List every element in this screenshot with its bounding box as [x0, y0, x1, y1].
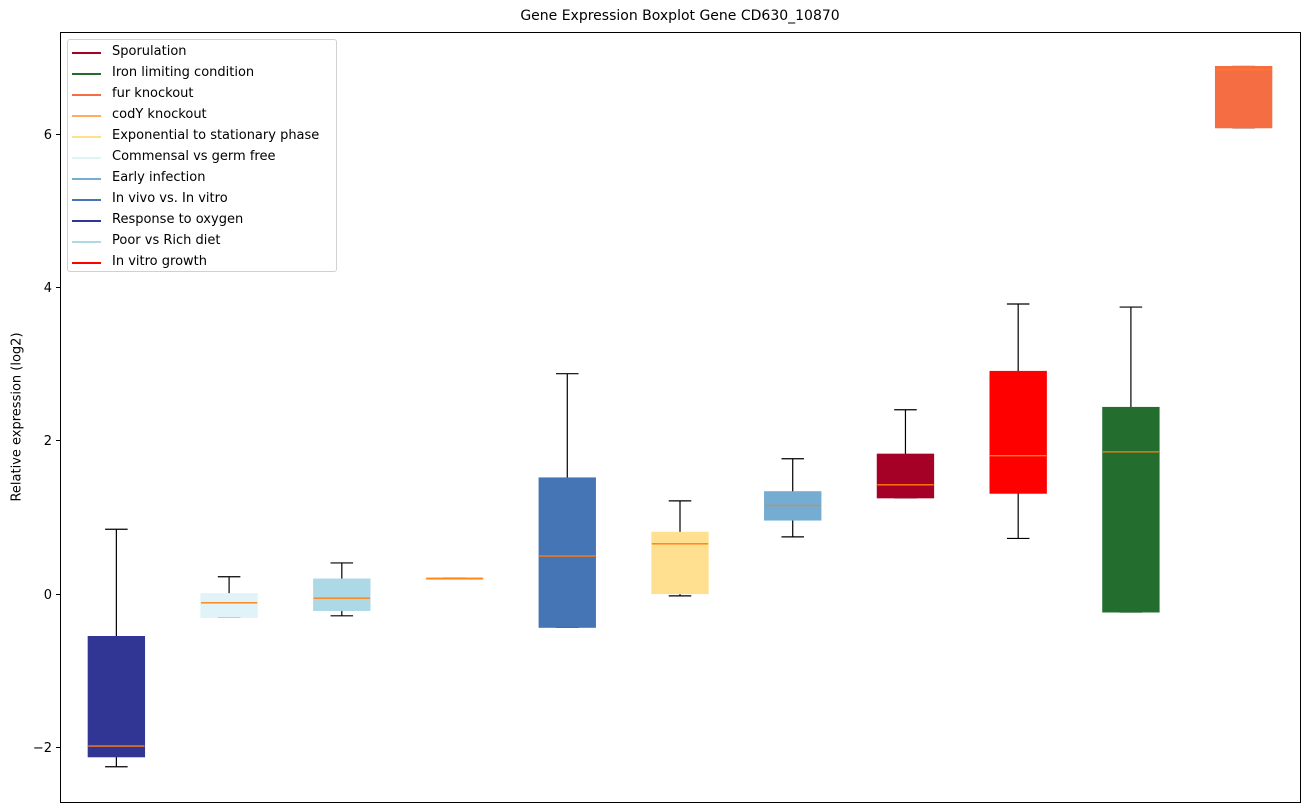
legend-item: In vivo vs. In vitro — [68, 189, 336, 210]
legend-line-icon — [72, 241, 101, 243]
legend-line-icon — [72, 73, 101, 75]
legend-item: codY knockout — [68, 105, 336, 126]
legend-line-icon — [72, 220, 101, 222]
box-exponential-to-stationary-phase — [651, 500, 709, 597]
legend-item: In vitro growth — [68, 252, 336, 273]
box-in-vitro-growth — [989, 303, 1047, 540]
y-tick-label: 2 — [44, 434, 52, 449]
legend-label: In vitro growth — [112, 254, 207, 269]
legend-label: Commensal vs germ free — [112, 149, 276, 164]
legend-item: Poor vs Rich diet — [68, 231, 336, 252]
legend-line-icon — [72, 94, 101, 96]
legend-line-icon — [72, 178, 101, 180]
legend-line-icon — [72, 136, 101, 138]
box-sporulation — [876, 409, 935, 499]
box-body — [313, 578, 371, 611]
legend-label: Iron limiting condition — [112, 65, 255, 80]
legend: Sporulation Iron limiting condition fur kn… — [67, 39, 337, 272]
legend-item: Exponential to stationary phase — [68, 126, 336, 147]
boxes-group — [87, 65, 1273, 768]
legend-line-icon — [72, 199, 101, 201]
box-early-infection — [764, 458, 822, 538]
legend-item: Commensal vs germ free — [68, 147, 336, 168]
box-body — [1214, 65, 1273, 129]
legend-label: codY knockout — [112, 107, 207, 122]
axes-frame — [60, 32, 1301, 803]
box-fur-knockout — [1214, 65, 1273, 129]
legend-label: fur knockout — [112, 86, 194, 101]
box-body — [538, 477, 596, 628]
legend-label: Response to oxygen — [112, 212, 244, 227]
y-tick-label: 6 — [44, 128, 52, 143]
legend-item: Sporulation — [68, 42, 336, 63]
box-body — [876, 453, 935, 499]
y-tick-label: 4 — [44, 281, 52, 296]
box-response-to-oxygen — [87, 528, 146, 768]
y-tick-label: −2 — [33, 741, 52, 756]
legend-item: fur knockout — [68, 84, 336, 105]
box-poor-vs-rich-diet — [313, 562, 371, 617]
y-axis: −2 0 2 4 6 — [33, 128, 60, 756]
legend-line-icon — [72, 262, 101, 264]
box-body — [200, 593, 258, 618]
box-cody-knockout — [425, 577, 484, 580]
chart-title: Gene Expression Boxplot Gene CD630_10870 — [520, 8, 840, 24]
box-in-vivo-vs-in-vitro — [538, 373, 596, 628]
y-tick-label: 0 — [44, 588, 52, 603]
legend-line-icon — [72, 115, 101, 117]
box-body — [989, 370, 1047, 494]
legend-item: Response to oxygen — [68, 210, 336, 231]
box-body — [1102, 406, 1160, 613]
box-body — [651, 531, 709, 595]
box-iron-limiting-condition — [1102, 306, 1160, 613]
legend-label: Poor vs Rich diet — [112, 233, 221, 248]
legend-label: In vivo vs. In vitro — [112, 191, 228, 206]
legend-label: Early infection — [112, 170, 206, 185]
box-commensal-vs-germ-free — [200, 576, 258, 618]
legend-label: Exponential to stationary phase — [112, 128, 320, 143]
box-body — [87, 636, 146, 758]
legend-line-icon — [72, 157, 101, 159]
legend-line-icon — [72, 52, 101, 54]
legend-item: Early infection — [68, 168, 336, 189]
legend-item: Iron limiting condition — [68, 63, 336, 84]
legend-label: Sporulation — [112, 44, 187, 59]
